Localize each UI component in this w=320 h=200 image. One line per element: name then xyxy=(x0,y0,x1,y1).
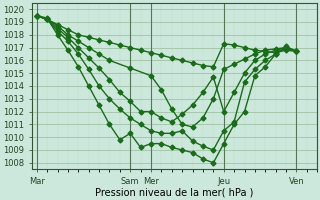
X-axis label: Pression niveau de la mer( hPa ): Pression niveau de la mer( hPa ) xyxy=(95,187,253,197)
